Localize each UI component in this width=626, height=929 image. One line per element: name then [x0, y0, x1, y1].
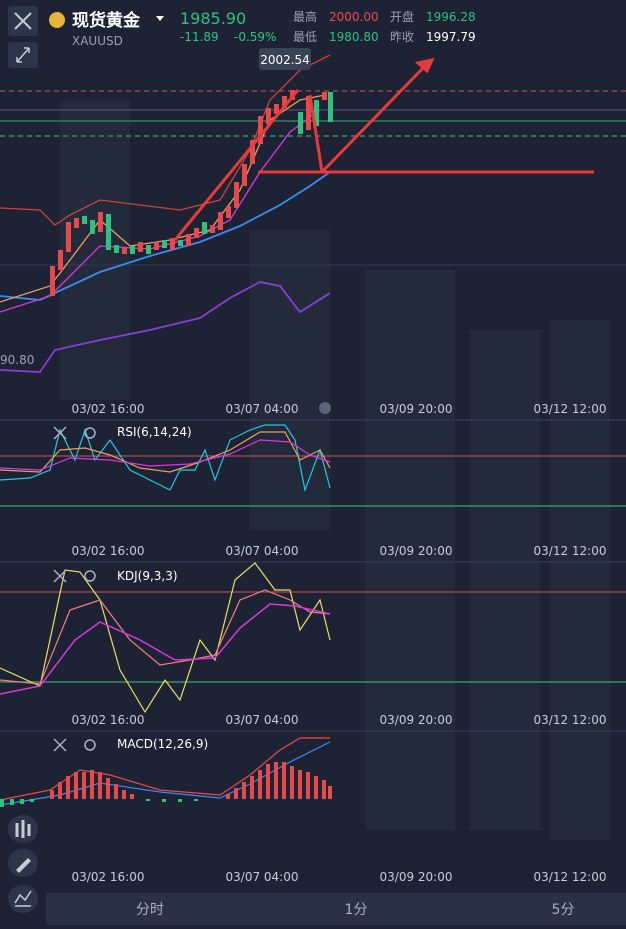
interval-tab[interactable]: 分时 — [136, 902, 164, 918]
drawn-annotation — [173, 57, 594, 241]
kdj-lines — [0, 562, 626, 714]
time-label: 03/09 20:00 — [380, 544, 453, 558]
stat-label: 最高 — [293, 9, 317, 24]
interval-tab[interactable]: 5分 — [552, 902, 575, 918]
time-label: 03/09 20:00 — [380, 713, 453, 727]
dropdown-caret[interactable] — [156, 16, 164, 21]
collapse-button[interactable] — [8, 42, 38, 68]
scroll-handle[interactable] — [319, 402, 331, 414]
close-button[interactable] — [8, 6, 38, 36]
time-label: 03/12 12:00 — [534, 402, 607, 416]
time-label: 03/07 04:00 — [226, 713, 299, 727]
stat-label: 开盘 — [390, 9, 414, 24]
time-label: 03/07 04:00 — [226, 870, 299, 884]
time-label: 03/02 16:00 — [72, 713, 145, 727]
stat-label: 最低 — [293, 30, 317, 44]
time-label: 03/09 20:00 — [380, 402, 453, 416]
tab-bar — [46, 893, 626, 925]
symbol: XAUUSD — [72, 34, 123, 48]
time-label: 03/02 16:00 — [72, 870, 145, 884]
candles — [50, 90, 333, 296]
time-label: 03/12 12:00 — [534, 713, 607, 727]
time-label: 03/07 04:00 — [226, 544, 299, 558]
instrument-name[interactable]: 现货黄金 — [72, 10, 141, 31]
indicator-name[interactable]: MACD(12,26,9) — [117, 737, 208, 751]
left-price-label: 90.80 — [0, 353, 34, 367]
stat-label: 昨收 — [390, 30, 414, 44]
panel-icons[interactable] — [53, 426, 96, 752]
stat-value: 1997.79 — [426, 30, 476, 44]
time-label: 03/07 04:00 — [226, 402, 299, 416]
stat-value: 2000.00 — [329, 10, 379, 24]
stat-value: 1980.80 — [329, 30, 379, 44]
indicator-name[interactable]: KDJ(9,3,3) — [117, 569, 178, 583]
interval-tab[interactable]: 1分 — [345, 902, 368, 918]
price: 1985.90 — [180, 9, 246, 28]
time-label: 03/09 20:00 — [380, 870, 453, 884]
indicator-name[interactable]: RSI(6,14,24) — [117, 425, 192, 439]
backdrop — [60, 100, 610, 840]
stat-value: 1996.28 — [426, 10, 476, 24]
macd-histogram — [0, 762, 332, 807]
price-tag: 2002.54 — [260, 53, 310, 67]
sidebar-tools[interactable] — [8, 815, 38, 913]
gold-icon — [49, 12, 65, 28]
rsi-lines — [0, 424, 626, 507]
change: -11.89 — [180, 30, 219, 44]
time-label: 03/12 12:00 — [534, 544, 607, 558]
time-label: 03/02 16:00 — [72, 544, 145, 558]
price-tag-box — [259, 48, 311, 70]
change-pct: -0.59% — [234, 30, 276, 44]
time-label: 03/02 16:00 — [72, 402, 145, 416]
time-label: 03/12 12:00 — [534, 870, 607, 884]
